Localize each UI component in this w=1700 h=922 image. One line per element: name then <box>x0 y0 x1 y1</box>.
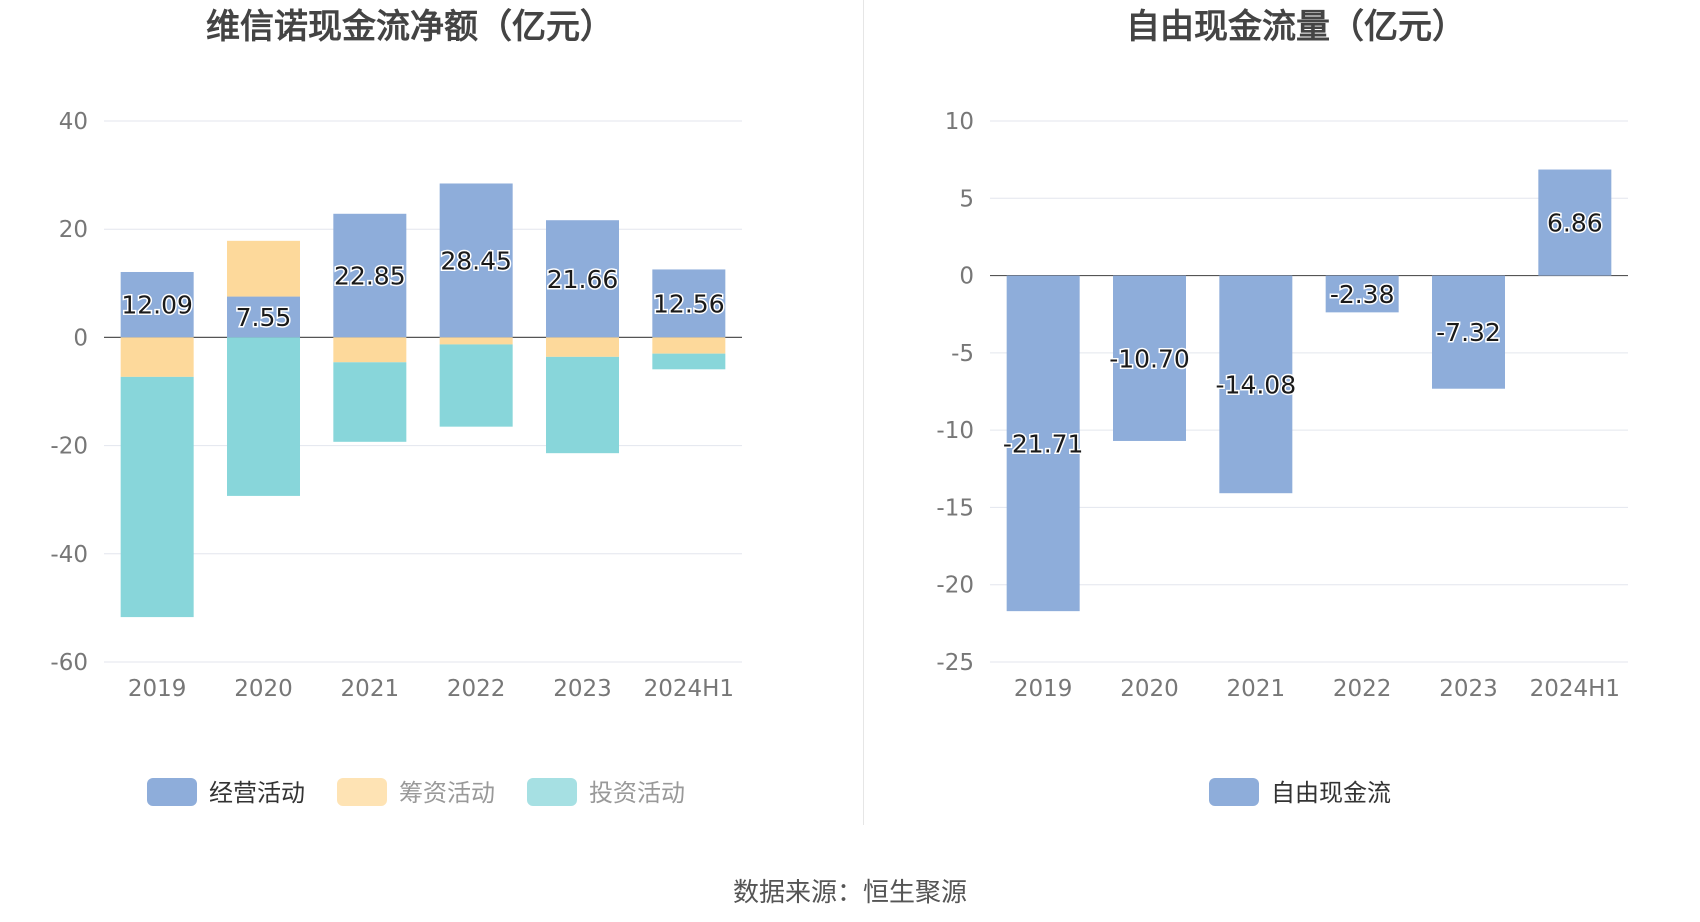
bar-series-1 <box>546 337 619 357</box>
bar-primary <box>439 183 513 338</box>
chart-title: 维信诺现金流净额（亿元） <box>206 7 614 47</box>
bar-primary <box>1325 275 1399 313</box>
x-tick-label: 2024H1 <box>644 676 734 702</box>
bar-series-2 <box>120 376 194 618</box>
x-tick-label: 2020 <box>1120 676 1179 702</box>
bar-primary <box>1432 275 1505 389</box>
legend-label: 经营活动 <box>209 779 305 807</box>
legend-label: 自由现金流 <box>1271 779 1391 807</box>
legend-swatch <box>1209 778 1259 806</box>
data-label: -21.71 <box>1003 429 1084 458</box>
x-tick-label: 2023 <box>1439 676 1498 702</box>
bar-primary <box>333 213 407 338</box>
bar-series-2 <box>333 362 407 442</box>
x-tick-label: 2022 <box>1333 676 1392 702</box>
data-source-label: 数据来源：恒生聚源 <box>732 878 967 908</box>
y-tick-label: 20 <box>59 217 88 243</box>
panel-divider <box>863 0 864 825</box>
data-label: 21.66 <box>547 265 619 294</box>
data-label: -10.70 <box>1109 344 1190 373</box>
x-tick-label: 2021 <box>341 676 400 702</box>
data-label: 12.09 <box>121 291 193 320</box>
x-tick-label: 2024H1 <box>1530 676 1620 702</box>
bar-primary <box>120 271 194 338</box>
data-label: 12.56 <box>653 289 725 318</box>
bar-primary <box>546 220 619 338</box>
y-tick-label: -25 <box>936 650 974 676</box>
y-tick-label: -5 <box>951 341 974 367</box>
x-tick-label: 2022 <box>447 676 506 702</box>
bar-series-1 <box>227 240 300 297</box>
data-label: 6.86 <box>1547 209 1603 238</box>
y-tick-label: 5 <box>959 186 974 212</box>
chart-title: 自由现金流量（亿元） <box>1126 7 1466 47</box>
y-tick-label: -15 <box>936 495 974 521</box>
legend-swatch <box>337 778 387 806</box>
bar-series-1 <box>333 337 407 363</box>
bar-series-1 <box>652 337 726 354</box>
x-tick-label: 2019 <box>1014 676 1073 702</box>
bar-series-1 <box>439 337 513 345</box>
data-label: 7.55 <box>236 303 292 332</box>
data-label: 22.85 <box>334 262 406 291</box>
y-tick-label: 0 <box>959 264 974 290</box>
legend-swatch <box>147 778 197 806</box>
legend-label: 投资活动 <box>589 779 685 807</box>
y-tick-label: 40 <box>59 109 88 135</box>
y-tick-label: 0 <box>73 325 88 351</box>
y-tick-label: -60 <box>50 650 88 676</box>
bar-series-2 <box>546 356 619 454</box>
x-tick-label: 2020 <box>234 676 293 702</box>
x-tick-label: 2021 <box>1227 676 1286 702</box>
y-tick-label: -40 <box>50 542 88 568</box>
data-label: -14.08 <box>1216 370 1297 399</box>
bar-primary <box>652 269 726 338</box>
y-tick-label: -20 <box>50 434 88 460</box>
bar-primary <box>227 296 300 338</box>
bar-primary <box>1006 275 1080 612</box>
data-label: -7.32 <box>1436 318 1501 347</box>
y-tick-label: 10 <box>945 109 974 135</box>
bar-primary <box>1538 169 1612 276</box>
x-tick-label: 2023 <box>553 676 612 702</box>
data-label: -2.38 <box>1330 280 1395 309</box>
bar-series-2 <box>652 353 726 370</box>
bar-primary <box>1113 275 1186 441</box>
bar-primary <box>1219 275 1293 494</box>
bar-series-2 <box>227 337 300 496</box>
bar-series-2 <box>439 344 513 427</box>
y-tick-label: -20 <box>936 573 974 599</box>
data-label: 28.45 <box>440 246 512 275</box>
x-tick-label: 2019 <box>128 676 187 702</box>
bar-series-1 <box>120 337 194 377</box>
legend-swatch <box>527 778 577 806</box>
legend-label: 筹资活动 <box>399 779 495 807</box>
y-tick-label: -10 <box>936 418 974 444</box>
